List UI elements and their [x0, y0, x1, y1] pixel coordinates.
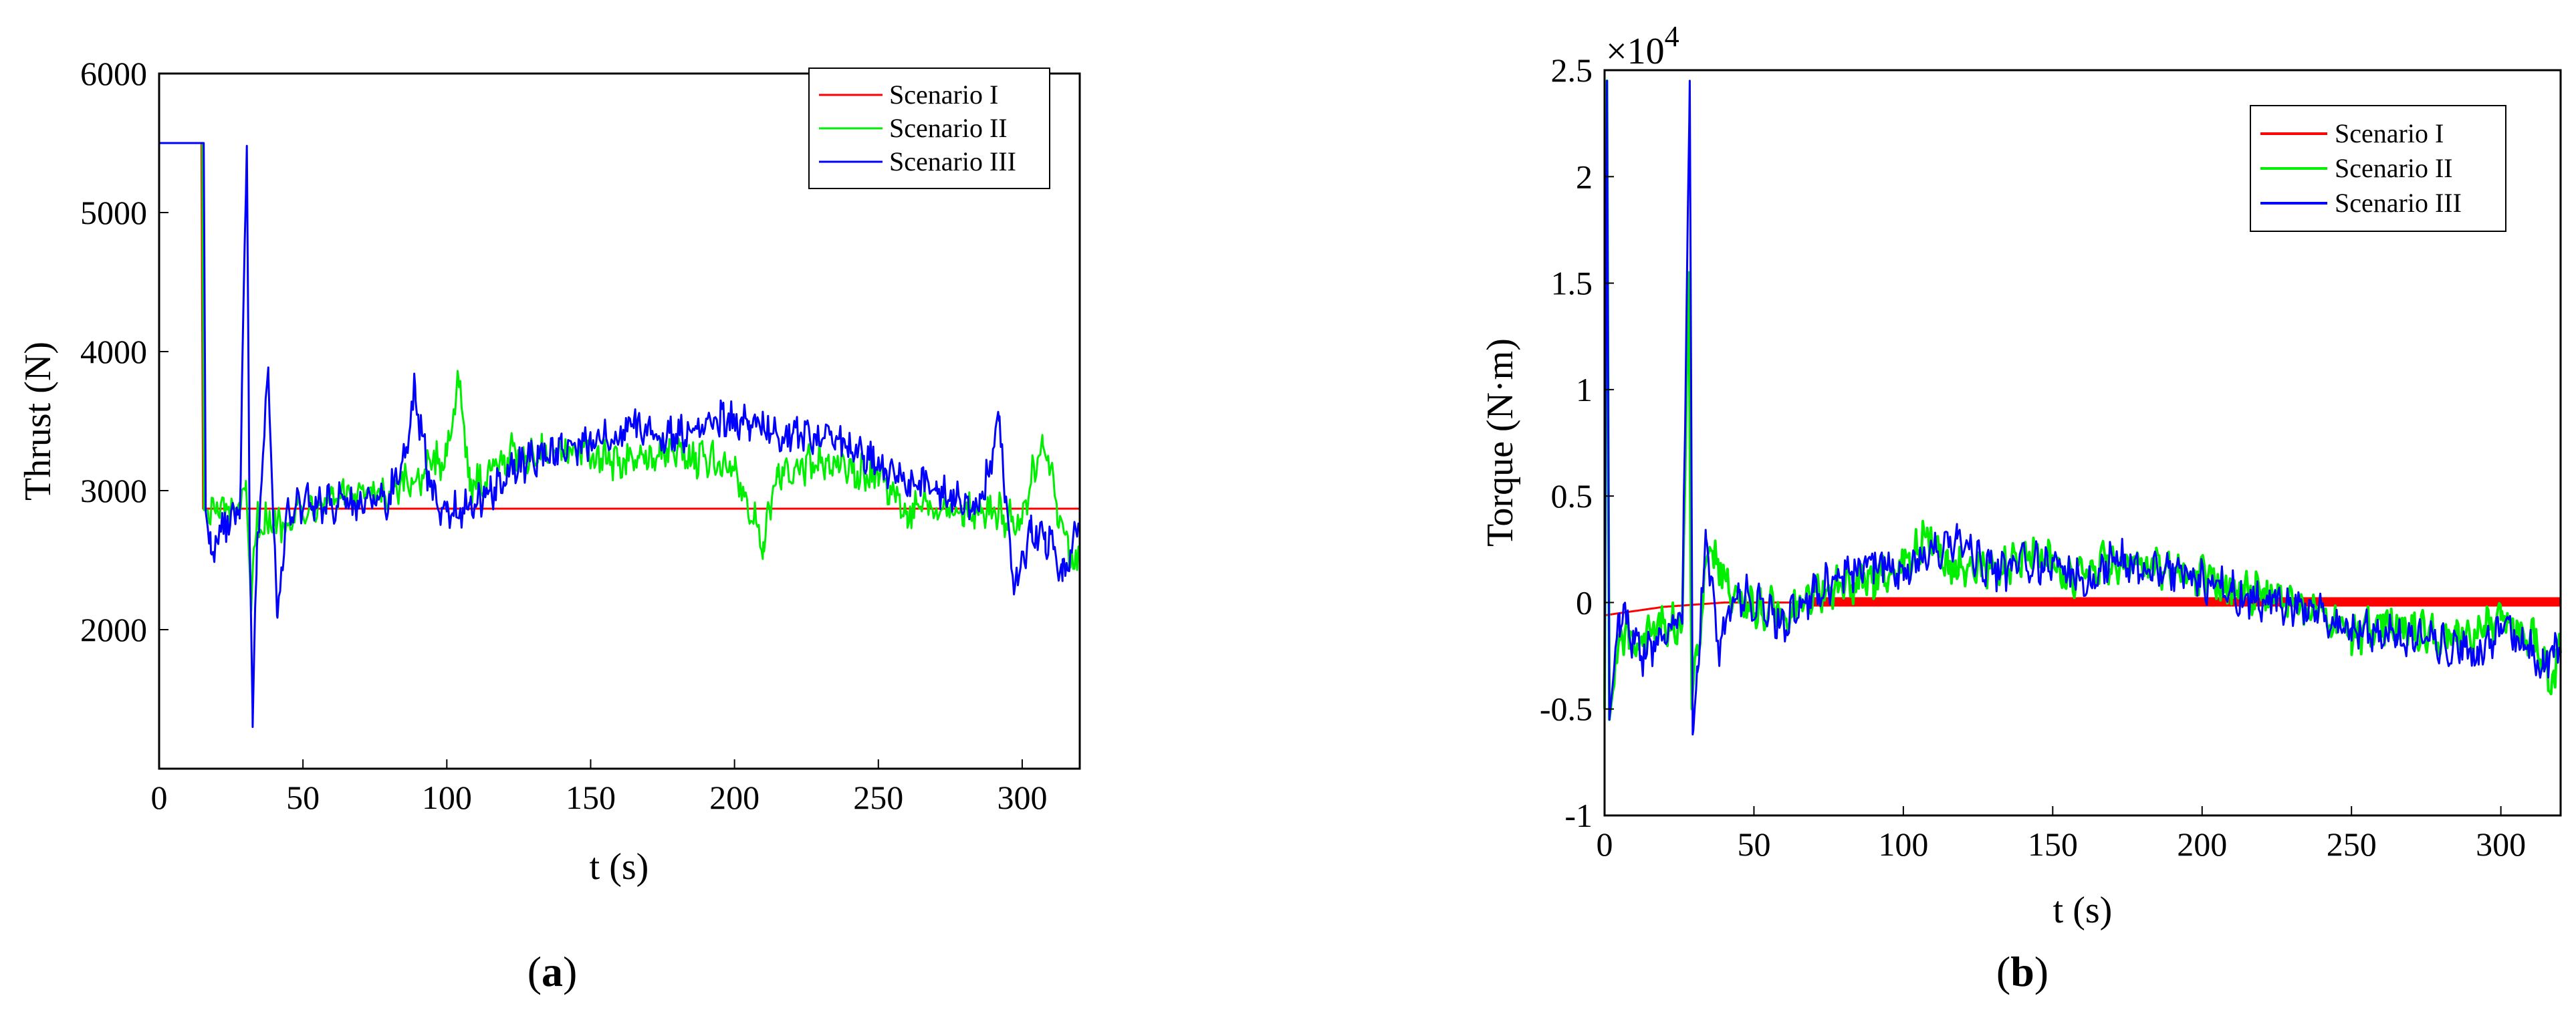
y-axis-title: Thrust (N) — [17, 342, 59, 501]
x-axis-title: t (s) — [2053, 890, 2113, 931]
x-tick-label: 250 — [2327, 825, 2377, 863]
series-line-3 — [159, 142, 1081, 729]
y-axis-ticks: 2000 3000 4000 5000 6000 — [80, 55, 168, 648]
x-tick-label: 300 — [997, 779, 1047, 816]
x-tick-label: 150 — [2028, 825, 2078, 863]
x-tick-label: 50 — [286, 779, 320, 816]
panel-label-b: (b) — [1996, 948, 2048, 995]
x-tick-label: 300 — [2476, 825, 2526, 863]
y-tick-label: 2 — [1576, 158, 1593, 195]
legend: Scenario I Scenario II Scenario III — [2250, 105, 2506, 232]
x-tick-label: 200 — [709, 779, 759, 816]
x-axis-ticks: 0 50 100 150 200 250 300 — [151, 759, 1047, 816]
y-tick-label: 5000 — [80, 194, 147, 231]
x-tick-label: 100 — [422, 779, 472, 816]
x-axis-ticks: 0 50 100 150 200 250 300 — [1597, 806, 2526, 863]
plot-area-frame — [1603, 69, 2562, 817]
y-tick-label: -0.5 — [1540, 690, 1593, 728]
legend-label-scenario-2: Scenario II — [2335, 153, 2453, 183]
legend-label-scenario-1: Scenario I — [2335, 118, 2444, 148]
panel-label-a: (a) — [528, 948, 578, 995]
series-lines — [159, 142, 1081, 729]
x-tick-label: 200 — [2177, 825, 2227, 863]
y-tick-label: 2000 — [80, 611, 147, 648]
panel-b-torque-chart: 0 50 100 150 200 250 300 -1 -0.5 0 0.5 1 1.5 2 2.5 ×1… — [1480, 20, 2562, 995]
legend-label-scenario-2: Scenario II — [889, 113, 1008, 143]
y-tick-label: 1.5 — [1551, 265, 1593, 302]
x-tick-label: 50 — [1737, 825, 1770, 863]
series-line-3 — [1603, 80, 2562, 736]
x-tick-label: 250 — [853, 779, 903, 816]
legend: Scenario I Scenario II Scenario III — [808, 68, 1050, 189]
y-tick-label: 1 — [1576, 371, 1593, 408]
y-tick-label: 6000 — [80, 55, 147, 92]
axis-multiplier: ×104 — [1606, 20, 1679, 72]
x-axis-title: t (s) — [590, 846, 649, 888]
y-tick-label: 0.5 — [1551, 477, 1593, 515]
x-tick-label: 100 — [1878, 825, 1928, 863]
y-axis-ticks: -1 -0.5 0 0.5 1 1.5 2 2.5 — [1540, 51, 1614, 834]
y-axis-title: Torque (N·m) — [1480, 338, 1521, 547]
x-tick-label: 0 — [151, 779, 168, 816]
y-tick-label: 4000 — [80, 333, 147, 370]
plot-area-frame — [158, 72, 1081, 770]
legend-label-scenario-1: Scenario I — [889, 80, 998, 110]
x-tick-label: 0 — [1597, 825, 1613, 863]
series-lines — [1603, 79, 2562, 736]
legend-label-scenario-3: Scenario III — [889, 146, 1016, 176]
x-tick-label: 150 — [566, 779, 616, 816]
panel-a-thrust-chart: 0 50 100 150 200 250 300 20003000400050006000 … — [17, 55, 1081, 995]
y-tick-label: 2.5 — [1551, 51, 1593, 89]
y-tick-label: 0 — [1576, 584, 1593, 621]
y-tick-label: -1 — [1564, 797, 1593, 834]
series-line-1 — [159, 142, 1080, 510]
y-tick-label: 3000 — [80, 472, 147, 509]
series-line-2 — [159, 142, 1081, 612]
legend-label-scenario-3: Scenario III — [2335, 188, 2462, 218]
